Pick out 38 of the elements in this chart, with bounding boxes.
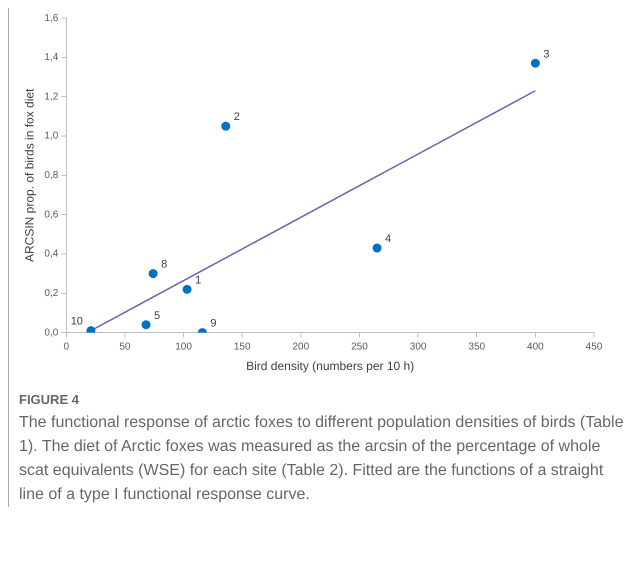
point	[142, 320, 151, 330]
y-tick-label: 0,0	[44, 327, 59, 338]
x-tick-label: 250	[351, 341, 368, 352]
point	[86, 326, 96, 333]
annotation: 4	[385, 233, 392, 246]
annotation: 2	[234, 111, 240, 124]
text: The functional response of arctic foxes to different population densities of birds (Table 1). The diet of Arctic foxes was measured as the arcsin of the percentage of whole scat equivalents (WSE) for each site (Table 2). Fitted are the functions of a straight line of a type I functional response curve.	[19, 413, 624, 505]
x-tick-label: 150	[234, 341, 251, 352]
y-tick-label: 0,4	[44, 248, 59, 260]
x-tick-label: 450	[586, 341, 603, 352]
y-tick-label: 0,8	[44, 170, 59, 182]
caption: FIGURE 4	[19, 392, 80, 407]
annotation: 3	[543, 48, 550, 60]
annotation: 10	[70, 316, 83, 328]
annotation: 5	[154, 310, 160, 322]
y-tick-label: 1,2	[44, 91, 59, 102]
x-tick-label: 100	[175, 341, 192, 352]
x-tick-label: 350	[468, 341, 486, 352]
x-tick-label: 0	[64, 341, 70, 352]
y-axis-title: ARCSIN prop. of birds in fox diet	[22, 88, 37, 262]
x-axis-title: Bird density (numbers per 10 h)	[246, 359, 414, 374]
point	[148, 269, 158, 278]
point	[221, 122, 230, 131]
y-tick-label: 1,4	[44, 52, 59, 64]
y-tick-label: 1,0	[44, 130, 59, 142]
x-tick-label: 200	[292, 341, 310, 352]
point	[372, 244, 382, 253]
x-tick-label: 400	[527, 341, 544, 352]
y-tick-label: 1,6	[44, 12, 59, 24]
point	[530, 58, 540, 68]
point	[182, 284, 192, 294]
y-tick-label: 0,2	[44, 288, 59, 300]
y-tick-label: 0,6	[44, 209, 59, 220]
annotation: 1	[195, 274, 202, 286]
x-tick-label: 300	[410, 341, 427, 352]
annotation: 9	[210, 318, 216, 330]
annotation: 8	[161, 258, 168, 271]
x-tick-label: 50	[119, 341, 131, 352]
